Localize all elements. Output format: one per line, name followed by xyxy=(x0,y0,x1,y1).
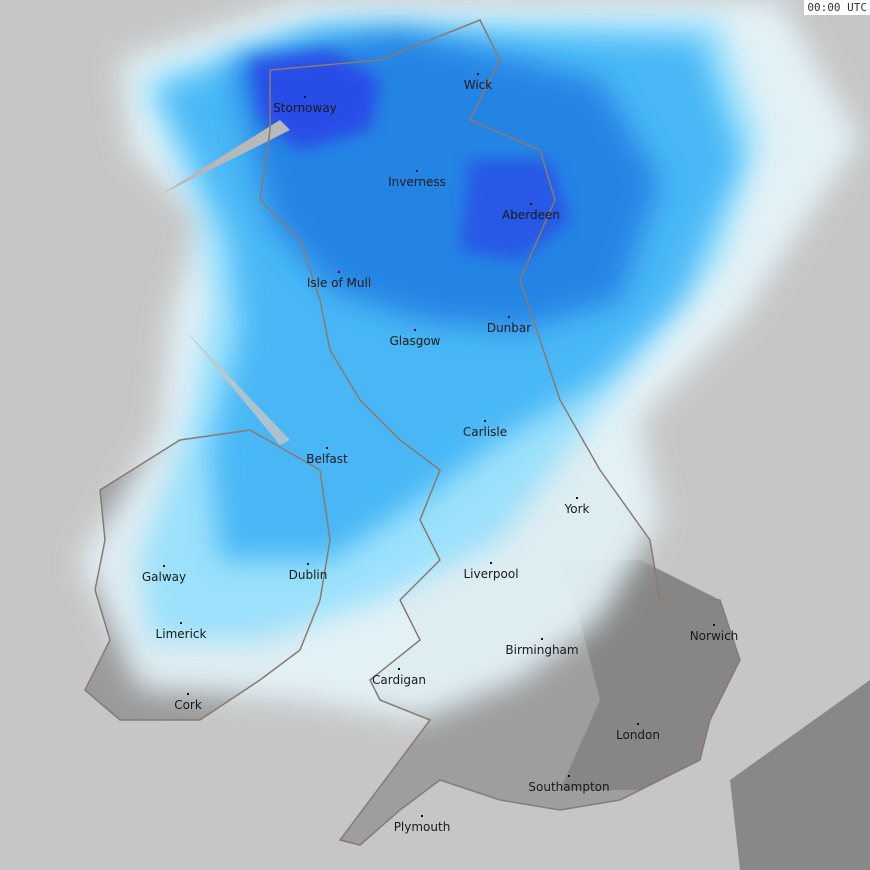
city-labels: Stornoway Wick Inverness Aberdeen Isle of Mu… xyxy=(142,73,738,834)
rain-very-heavy-east xyxy=(460,160,570,260)
city-marker: Cardigan xyxy=(372,668,426,687)
radar-shadow-beam-2 xyxy=(185,330,290,445)
city-label: London xyxy=(616,728,660,742)
continent-land xyxy=(730,680,870,870)
city-marker: Isle of Mull xyxy=(307,271,371,290)
city-label: Birmingham xyxy=(505,643,578,657)
city-marker: London xyxy=(616,723,660,742)
city-dot-icon xyxy=(421,815,423,817)
city-marker: York xyxy=(564,497,590,516)
city-dot-icon xyxy=(163,565,165,567)
city-marker: Dunbar xyxy=(487,316,531,335)
city-label: Cardigan xyxy=(372,673,426,687)
city-label: Isle of Mull xyxy=(307,276,371,290)
city-dot-icon xyxy=(326,447,328,449)
city-dot-icon xyxy=(398,668,400,670)
city-dot-icon xyxy=(307,563,309,565)
city-marker: Galway xyxy=(142,565,186,584)
radar-shadow-beam xyxy=(160,120,290,195)
city-marker: Inverness xyxy=(388,170,446,189)
city-dot-icon xyxy=(484,420,486,422)
city-dot-icon xyxy=(477,73,479,75)
city-dot-icon xyxy=(490,562,492,564)
city-dot-icon xyxy=(713,624,715,626)
city-marker: Aberdeen xyxy=(502,203,560,222)
city-marker: Liverpool xyxy=(463,562,519,581)
city-label: Limerick xyxy=(156,627,207,641)
city-dot-icon xyxy=(187,693,189,695)
city-label: Dunbar xyxy=(487,321,531,335)
city-dot-icon xyxy=(568,775,570,777)
city-label: Galway xyxy=(142,570,186,584)
city-marker: Dublin xyxy=(289,563,328,582)
coastline-layer xyxy=(84,19,741,846)
city-marker: Carlisle xyxy=(463,420,507,439)
city-marker: Norwich xyxy=(690,624,739,643)
city-marker: Cork xyxy=(174,693,202,712)
city-label: Aberdeen xyxy=(502,208,560,222)
east-england-dark xyxy=(560,560,740,790)
city-marker: Birmingham xyxy=(505,638,579,657)
city-dot-icon xyxy=(416,170,418,172)
city-dot-icon xyxy=(180,622,182,624)
city-dot-icon xyxy=(541,638,543,640)
city-label: York xyxy=(564,502,590,516)
city-marker: Glasgow xyxy=(389,329,441,348)
city-marker: Belfast xyxy=(306,447,348,466)
precipitation-layer xyxy=(80,0,860,720)
city-label: Dublin xyxy=(289,568,328,582)
city-label: Plymouth xyxy=(394,820,451,834)
city-label: Stornoway xyxy=(273,101,337,115)
city-marker: Southampton xyxy=(528,775,610,794)
city-dot-icon xyxy=(637,723,639,725)
city-dot-icon xyxy=(304,96,306,98)
city-label: Liverpool xyxy=(463,567,518,581)
city-label: Southampton xyxy=(528,780,609,794)
city-dot-icon xyxy=(338,271,340,273)
city-marker: Plymouth xyxy=(394,815,451,834)
city-label: Glasgow xyxy=(389,334,440,348)
city-dot-icon xyxy=(530,203,532,205)
city-marker: Limerick xyxy=(156,622,207,641)
city-marker: Stornoway xyxy=(273,96,337,115)
timestamp: 00:00 UTC xyxy=(804,0,870,15)
city-dot-icon xyxy=(414,329,416,331)
city-marker: Wick xyxy=(464,73,493,92)
city-label: Inverness xyxy=(388,175,446,189)
city-label: Wick xyxy=(464,78,493,92)
city-dot-icon xyxy=(508,316,510,318)
city-label: Carlisle xyxy=(463,425,507,439)
city-label: Belfast xyxy=(306,452,348,466)
city-label: Cork xyxy=(174,698,202,712)
city-label: Norwich xyxy=(690,629,739,643)
city-dot-icon xyxy=(576,497,578,499)
